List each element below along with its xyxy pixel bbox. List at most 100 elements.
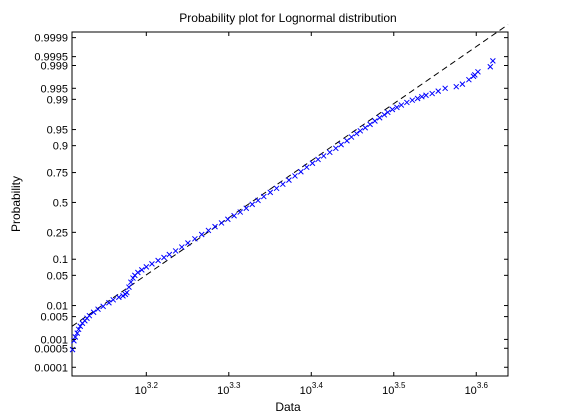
data-point xyxy=(231,212,237,219)
data-point xyxy=(75,326,82,333)
data-point xyxy=(332,145,339,152)
data-point xyxy=(453,83,460,90)
data-point xyxy=(475,68,481,75)
data-point xyxy=(394,104,400,111)
data-point xyxy=(74,330,81,336)
data-point xyxy=(224,216,231,223)
data-point xyxy=(423,92,429,99)
plot-area xyxy=(71,31,509,377)
data-point xyxy=(362,124,369,131)
data-point xyxy=(326,149,333,156)
y-tick-label: 0.001 xyxy=(40,334,68,346)
x-tick-label: 103.3 xyxy=(217,381,241,397)
x-tick-label: 103.4 xyxy=(300,381,324,397)
data-point xyxy=(205,227,212,234)
data-point xyxy=(267,189,274,196)
y-tick-label: 0.1 xyxy=(53,254,68,266)
data-point xyxy=(130,275,136,281)
y-tick-label: 0.75 xyxy=(47,168,68,180)
data-point xyxy=(490,58,496,64)
data-point xyxy=(143,264,150,270)
data-point xyxy=(273,185,280,192)
data-point xyxy=(249,201,256,208)
y-tick-label: 0.0001 xyxy=(34,362,68,374)
data-point xyxy=(185,240,191,246)
y-tick-label: 0.9995 xyxy=(34,52,68,64)
y-tick-label: 0.95 xyxy=(47,125,68,137)
data-point xyxy=(384,109,391,116)
data-point xyxy=(260,193,267,200)
x-axis-label: Data xyxy=(275,400,301,414)
y-tick-label: 0.005 xyxy=(40,312,68,324)
data-point xyxy=(292,173,298,179)
data-point xyxy=(303,164,310,171)
data-point xyxy=(116,294,122,301)
data-point xyxy=(178,244,185,250)
data-point xyxy=(106,299,112,306)
x-tick-label: 103.5 xyxy=(382,381,406,397)
data-point xyxy=(315,156,321,163)
data-point xyxy=(126,284,132,290)
data-point xyxy=(86,312,93,319)
data-point xyxy=(110,296,117,303)
data-point xyxy=(135,269,141,276)
data-point xyxy=(192,235,198,242)
chart-title: Probability plot for Lognormal distribut… xyxy=(179,11,396,25)
data-point xyxy=(279,181,286,188)
y-tick-label: 0.25 xyxy=(47,227,68,239)
y-tick-label: 0.5 xyxy=(53,197,68,209)
data-point xyxy=(466,76,472,83)
data-point xyxy=(372,118,378,124)
data-point xyxy=(166,251,173,258)
y-tick-label: 0.01 xyxy=(47,301,68,313)
data-point xyxy=(344,137,350,144)
data-point xyxy=(398,102,405,108)
y-tick-label: 0.999 xyxy=(40,60,68,72)
data-point xyxy=(414,95,421,102)
data-point xyxy=(90,309,97,316)
data-point xyxy=(161,254,167,261)
data-point xyxy=(128,279,134,286)
data-point xyxy=(138,267,145,273)
data-point xyxy=(404,99,410,106)
y-tick-label: 0.995 xyxy=(40,83,68,95)
data-point xyxy=(320,153,327,159)
data-point xyxy=(381,111,388,118)
data-point xyxy=(459,81,466,88)
data-point xyxy=(367,121,373,128)
data-point xyxy=(442,85,449,92)
data-point xyxy=(155,257,161,264)
data-point xyxy=(212,223,218,230)
y-tick-label: 0.9999 xyxy=(34,33,68,45)
x-tick-label: 103.2 xyxy=(135,381,159,397)
data-point xyxy=(149,260,155,267)
data-point xyxy=(429,90,436,97)
data-point xyxy=(198,231,205,238)
data-point xyxy=(237,209,244,215)
y-axis-label: Probability xyxy=(9,176,23,232)
data-point xyxy=(309,160,316,167)
x-tick-label: 103.6 xyxy=(465,381,489,397)
data-point xyxy=(348,134,355,140)
data-point xyxy=(409,97,416,104)
y-tick-label: 0.05 xyxy=(47,270,68,282)
fitted-reference-line xyxy=(71,24,509,327)
data-point xyxy=(72,334,79,340)
y-tick-label: 0.99 xyxy=(47,94,68,106)
y-tick-label: 0.0005 xyxy=(34,343,68,355)
data-point xyxy=(172,248,179,254)
data-point xyxy=(95,306,101,313)
data-point xyxy=(357,127,364,134)
data-point xyxy=(255,197,261,204)
data-point xyxy=(353,130,360,137)
data-point xyxy=(298,168,304,175)
data-point xyxy=(286,177,292,183)
data-point xyxy=(389,106,396,113)
data-point xyxy=(418,93,425,100)
data-point xyxy=(123,289,130,296)
data-point xyxy=(243,205,250,212)
data-point xyxy=(338,141,344,148)
data-points-layer xyxy=(69,58,496,353)
